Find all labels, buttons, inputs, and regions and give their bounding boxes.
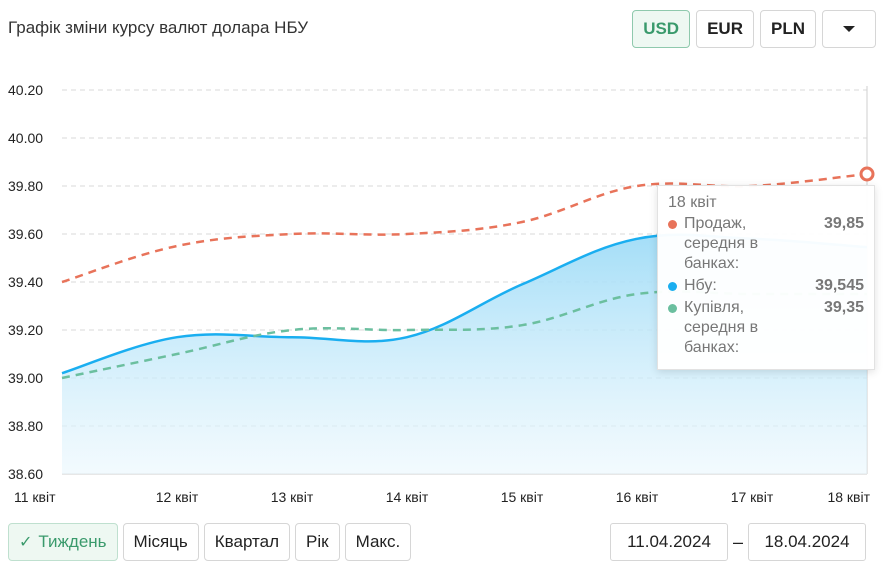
- y-tick-label: 39.20: [8, 322, 43, 338]
- tooltip-value: 39,545: [815, 277, 864, 294]
- chart-tooltip: 18 квіт Продаж, середня в банках: 39,85 …: [657, 185, 875, 370]
- tooltip-date: 18 квіт: [668, 194, 717, 211]
- period-year-button[interactable]: Рік: [295, 523, 340, 561]
- x-tick-label: 17 квіт: [731, 489, 774, 505]
- y-tick-label: 39.60: [8, 226, 43, 242]
- page-title: Графік зміни курсу валют долара НБУ: [8, 18, 309, 37]
- tooltip-label: Продаж, середня в банках:: [684, 215, 759, 272]
- y-tick-label: 39.80: [8, 178, 43, 194]
- x-tick-label: 12 квіт: [156, 489, 199, 505]
- date-range: –: [610, 523, 866, 561]
- y-tick-label: 40.20: [8, 82, 43, 98]
- y-tick-label: 40.00: [8, 130, 43, 146]
- date-range-separator: –: [732, 531, 743, 552]
- x-tick-label: 18 квіт: [827, 489, 870, 505]
- y-tick-label: 38.80: [8, 418, 43, 434]
- sell-dot-icon: [668, 220, 677, 229]
- y-tick-label: 39.40: [8, 274, 43, 290]
- currency-usd-button[interactable]: USD: [632, 10, 691, 48]
- tooltip-label: Купівля, середня в банках:: [684, 299, 759, 356]
- hover-marker: [859, 166, 875, 182]
- tooltip-row-buy: Купівля, середня в банках: 39,35: [668, 298, 864, 358]
- period-selector: ✓ Тиждень Місяць Квартал Рік Макс.: [8, 523, 412, 561]
- series-line-buy: [61, 290, 867, 380]
- period-week-button[interactable]: ✓ Тиждень: [8, 523, 118, 561]
- period-label: Тиждень: [38, 532, 107, 551]
- x-tick-label: 15 квіт: [501, 489, 544, 505]
- y-tick-label: 39.00: [8, 370, 43, 386]
- x-tick-label: 16 квіт: [616, 489, 659, 505]
- currency-pln-button[interactable]: PLN: [760, 10, 816, 48]
- period-quarter-button[interactable]: Квартал: [203, 523, 291, 561]
- currency-more-button[interactable]: [822, 10, 876, 48]
- x-tick-label: 14 квіт: [386, 489, 429, 505]
- check-icon: ✓: [19, 534, 33, 551]
- x-tick-label: 11 квіт: [14, 489, 56, 505]
- x-tick-label: 13 квіт: [271, 489, 314, 505]
- date-to-input[interactable]: [748, 523, 866, 561]
- period-max-button[interactable]: Макс.: [344, 523, 412, 561]
- tooltip-row-sell: Продаж, середня в банках: 39,85: [668, 214, 864, 274]
- caret-down-icon: [843, 26, 855, 32]
- tooltip-label: Нбу:: [684, 277, 717, 294]
- currency-selector: USD EUR PLN: [632, 10, 876, 48]
- tooltip-value: 39,35: [823, 299, 864, 316]
- currency-eur-button[interactable]: EUR: [696, 10, 754, 48]
- date-from-input[interactable]: [610, 523, 728, 561]
- nbu-dot-icon: [668, 282, 677, 291]
- tooltip-value: 39,85: [823, 215, 864, 232]
- period-month-button[interactable]: Місяць: [122, 523, 199, 561]
- buy-dot-icon: [668, 304, 677, 313]
- y-tick-label: 38.60: [8, 466, 43, 482]
- tooltip-row-nbu: Нбу: 39,545: [668, 276, 864, 296]
